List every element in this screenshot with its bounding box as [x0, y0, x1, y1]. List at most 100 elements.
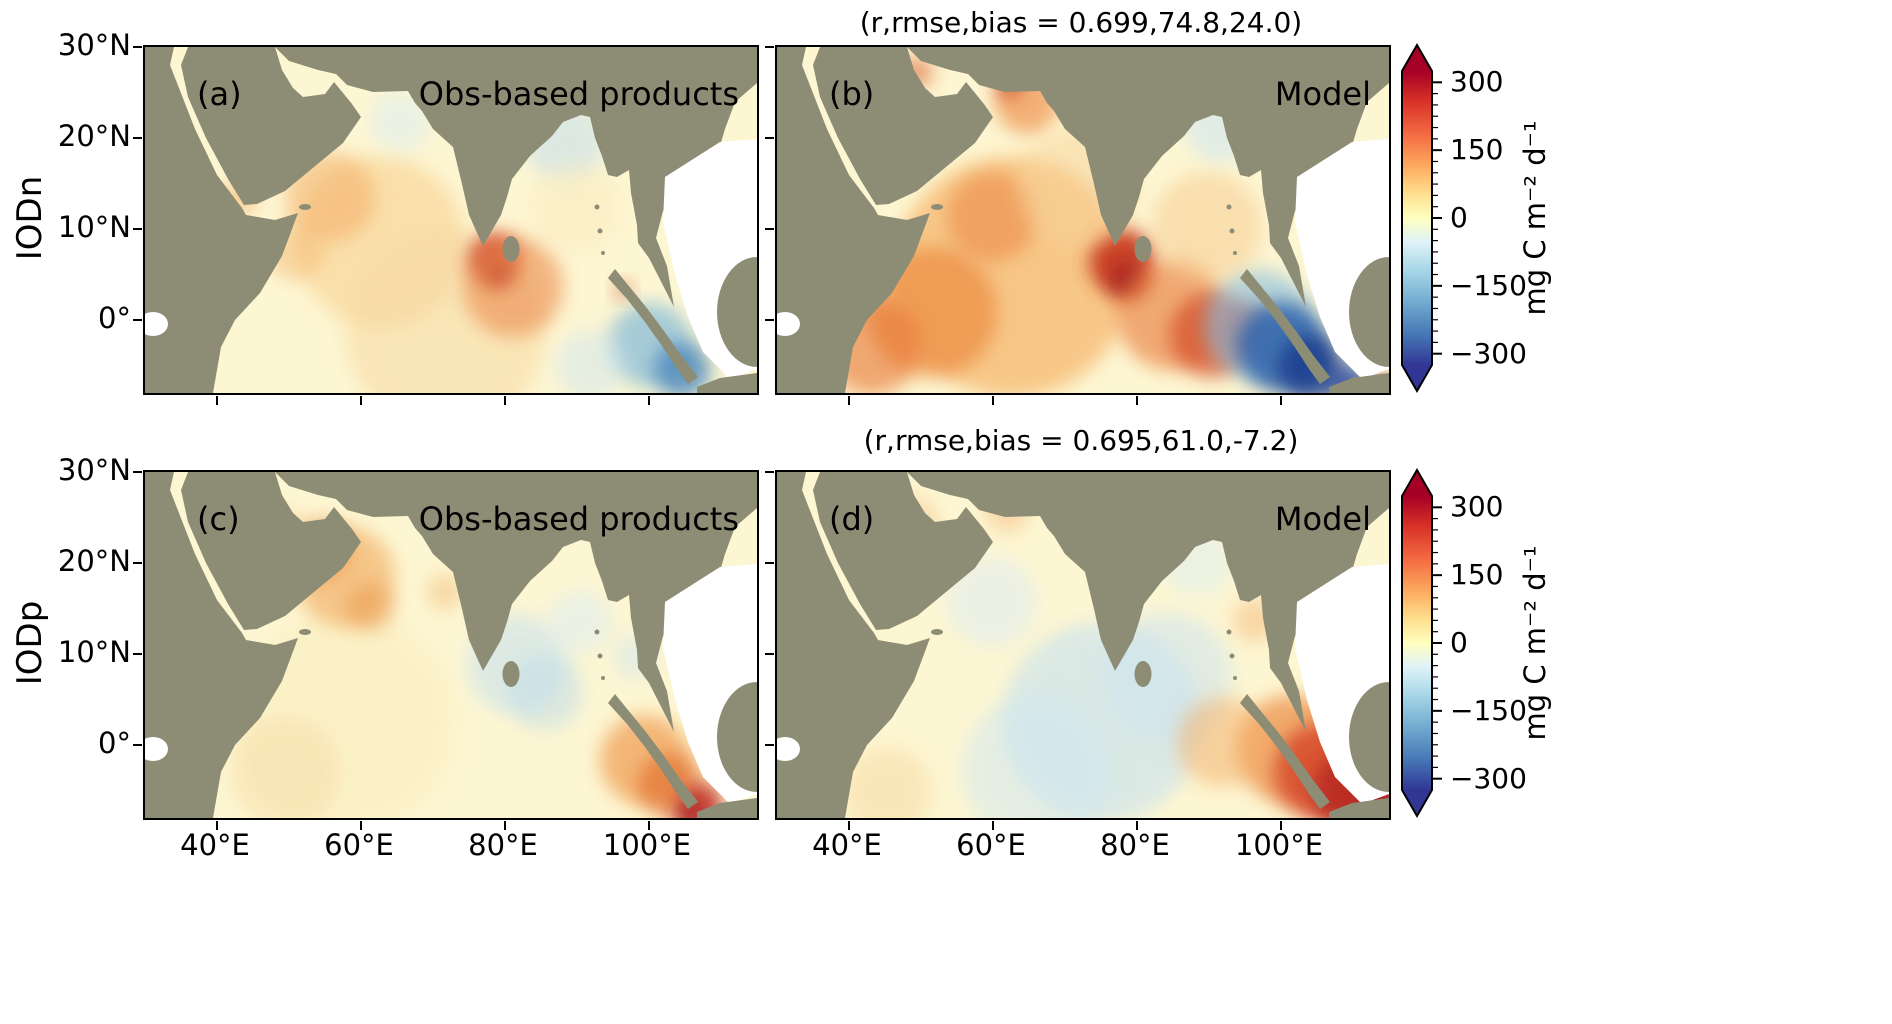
colorbar-tick-label: −150 [1450, 268, 1527, 302]
colorbar-under-arrow [1402, 365, 1432, 391]
panel-b-corner-label: (b) [829, 75, 875, 113]
x-tick-mark [504, 396, 506, 405]
y-tick-mark [133, 228, 142, 230]
y-axis-tick-label: 10°N [57, 210, 131, 244]
colorbar-tick-label: 300 [1450, 65, 1504, 99]
panel-d-type-label: Model [1274, 500, 1371, 538]
anomaly-blob [346, 583, 394, 631]
map-panel-c [145, 472, 757, 818]
y-axis-tick-label: 0° [98, 726, 131, 760]
anomaly-blob [1177, 697, 1267, 787]
panel-a-corner-label: (a) [197, 75, 242, 113]
anomaly-blob [230, 717, 340, 818]
x-axis-tick-label: 80°E [1100, 828, 1170, 862]
anomaly-blob [842, 747, 932, 818]
colorbar-outline [1401, 467, 1433, 819]
colorbar-bottom: mg C m⁻² d⁻¹ 300 150 0 −150 −300 [1401, 467, 1632, 819]
y-tick-mark [133, 653, 142, 655]
x-tick-mark [216, 396, 218, 405]
panel-c-corner-label: (c) [197, 500, 240, 538]
y-tick-mark [133, 562, 142, 564]
map-panel-a [145, 47, 757, 393]
x-axis-tick-label: 100°E [1234, 828, 1324, 862]
panel-b-stats-title: (r,rmse,bias = 0.699,74.8,24.0) [859, 6, 1303, 39]
map-panel-d [777, 472, 1389, 818]
anomaly-blob [947, 172, 1037, 262]
y-axis-tick-label: 30°N [57, 28, 131, 62]
x-tick-mark [504, 821, 506, 830]
x-axis-tick-label: 40°E [812, 828, 882, 862]
colorbar-ticks [1433, 506, 1442, 780]
x-axis-tick-label: 60°E [956, 828, 1026, 862]
y-tick-mark [765, 46, 774, 48]
colorbar-tick-label: −300 [1450, 761, 1527, 795]
panel-c: (c) Obs-based products [133, 470, 759, 830]
anomaly-blob [548, 590, 612, 654]
y-axis-tick-label: 20°N [57, 119, 131, 153]
anomaly-blob [555, 330, 625, 393]
x-tick-mark [1136, 396, 1138, 405]
y-tick-mark [133, 46, 142, 48]
anomaly-blob [370, 92, 430, 152]
y-tick-mark [765, 653, 774, 655]
x-axis-tick-label: 100°E [602, 828, 692, 862]
y-tick-mark [133, 471, 142, 473]
x-tick-mark [1280, 396, 1282, 405]
colorbar-gradient [1401, 467, 1442, 819]
x-tick-mark [1136, 821, 1138, 830]
colorbar-over-arrow [1402, 470, 1432, 496]
anomaly-blob [285, 152, 375, 242]
x-axis-tick-label: 60°E [324, 828, 394, 862]
x-axis-tick-label: 80°E [468, 828, 538, 862]
colorbar-ticks [1433, 81, 1442, 355]
colorbar-bar [1402, 496, 1432, 790]
y-tick-mark [133, 319, 142, 321]
map-panel-b [777, 47, 1389, 393]
x-tick-mark [648, 396, 650, 405]
colorbar-tick-label: −150 [1450, 693, 1527, 727]
panel-d: (d) Model [765, 470, 1391, 830]
y-tick-mark [765, 471, 774, 473]
x-tick-mark [360, 821, 362, 830]
y-tick-mark [765, 228, 774, 230]
x-tick-mark [848, 396, 850, 405]
colorbar-gradient [1401, 42, 1442, 394]
panel-a: (a) Obs-based products [133, 45, 759, 405]
anomaly-blob [1152, 172, 1262, 282]
y-tick-mark [133, 137, 142, 139]
colorbar-top: mg C m⁻² d⁻¹ 300 150 0 −150 −300 [1401, 42, 1632, 394]
x-tick-mark [360, 396, 362, 405]
anomaly-blob [947, 557, 1037, 647]
colorbar-tick-label: 0 [1450, 626, 1468, 659]
y-tick-mark [765, 744, 774, 746]
anomaly-blob [507, 654, 583, 730]
y-axis-tick-label: 10°N [57, 635, 131, 669]
y-tick-mark [765, 562, 774, 564]
panel-b: (b) Model [765, 45, 1391, 405]
y-tick-mark [765, 319, 774, 321]
x-tick-mark [1280, 821, 1282, 830]
y-axis-tick-label: 20°N [57, 544, 131, 578]
colorbar-bar [1402, 71, 1432, 365]
colorbar-outline [1401, 42, 1433, 394]
y-tick-mark [133, 744, 142, 746]
anomaly-blob [463, 237, 563, 337]
colorbar-tick-label: 0 [1450, 201, 1468, 234]
panel-b-type-label: Model [1274, 75, 1371, 113]
x-tick-mark [648, 821, 650, 830]
x-tick-mark [992, 396, 994, 405]
panel-a-type-label: Obs-based products [418, 75, 739, 113]
colorbar-under-arrow [1402, 790, 1432, 816]
anomaly-blob [962, 695, 1112, 818]
colorbar-over-arrow [1402, 45, 1432, 71]
panel-d-stats-title: (r,rmse,bias = 0.695,61.0,-7.2) [863, 424, 1299, 457]
x-tick-mark [848, 821, 850, 830]
anomaly-blob [427, 574, 463, 610]
x-tick-mark [216, 821, 218, 830]
colorbar-tick-label: −300 [1450, 336, 1527, 370]
y-tick-mark [765, 137, 774, 139]
panel-d-corner-label: (d) [829, 500, 875, 538]
anomaly-blob [530, 162, 620, 252]
y-axis-tick-label: 0° [98, 301, 131, 335]
